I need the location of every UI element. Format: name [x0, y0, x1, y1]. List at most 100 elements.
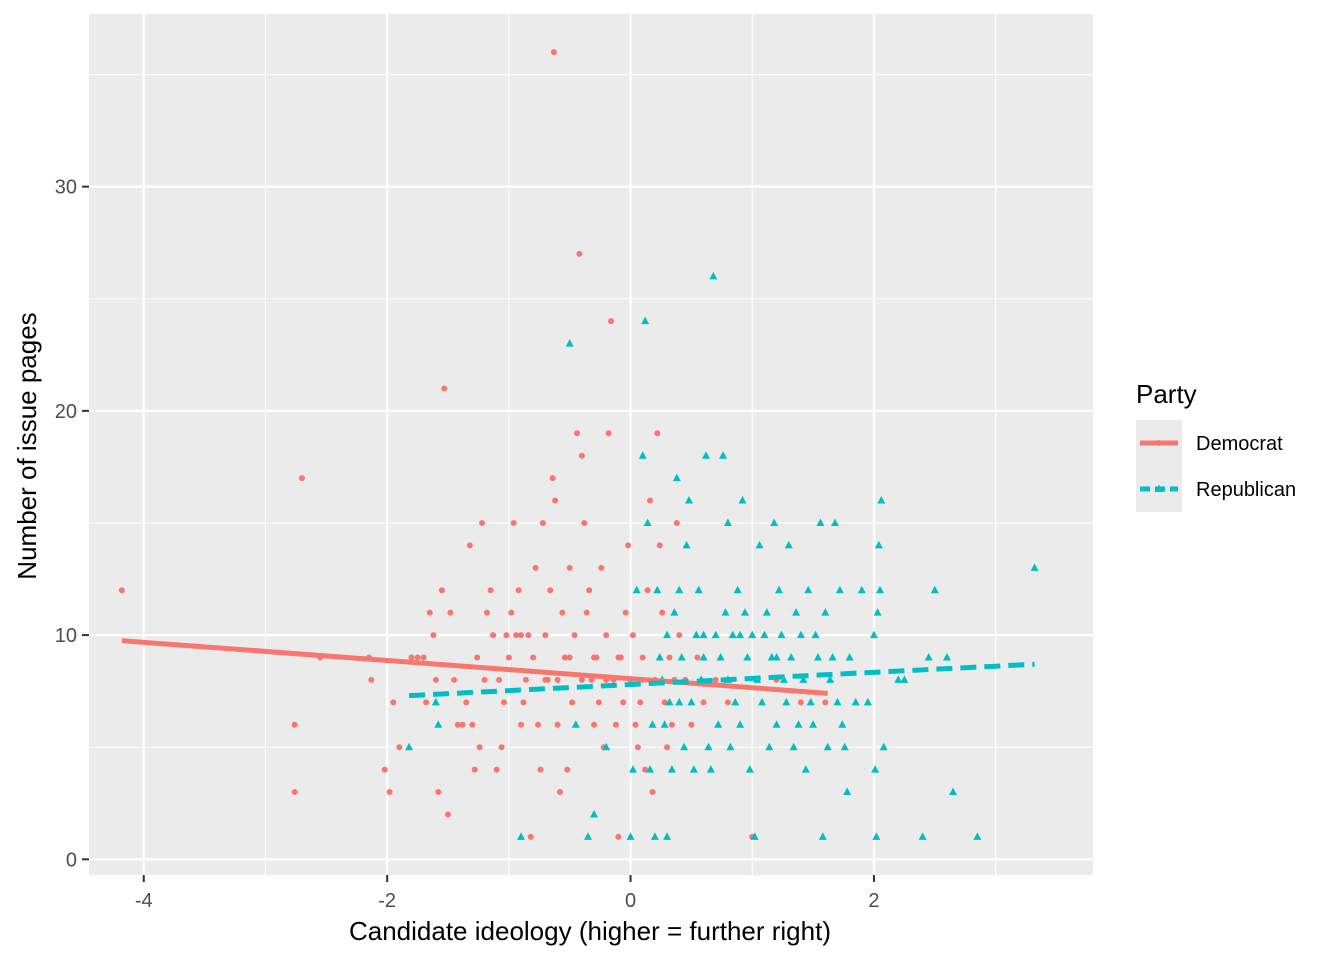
data-point-republican — [772, 720, 781, 728]
data-point-democrat — [661, 699, 668, 706]
data-point-democrat — [459, 721, 466, 728]
data-point-republican — [930, 585, 939, 594]
data-point-democrat — [493, 766, 500, 773]
data-point-republican — [731, 697, 740, 706]
data-point-republican — [762, 608, 771, 616]
data-point-republican — [843, 787, 852, 796]
plot-panel — [89, 14, 1093, 875]
data-point-democrat — [547, 587, 554, 594]
data-point-democrat — [466, 542, 473, 549]
data-point-republican — [804, 585, 813, 594]
y-tick-label: 30 — [55, 177, 77, 199]
data-point-democrat — [591, 654, 598, 661]
data-point-republican — [757, 697, 766, 706]
data-point-democrat — [381, 766, 388, 773]
legend-key-background — [1136, 420, 1182, 512]
data-point-republican — [806, 697, 815, 706]
data-point-republican — [709, 271, 718, 280]
data-point-democrat — [654, 430, 661, 437]
data-point-democrat — [625, 542, 632, 549]
data-point-democrat — [537, 766, 544, 773]
x-axis-label: Candidate ideology (higher = further rig… — [349, 916, 831, 946]
data-point-democrat — [522, 676, 529, 683]
data-point-republican — [813, 653, 822, 661]
data-point-democrat — [700, 699, 707, 706]
data-point-republican — [655, 653, 664, 661]
legend-key-point-democrat — [1156, 440, 1162, 446]
data-point-republican — [638, 451, 647, 459]
x-tick-label: 0 — [625, 890, 636, 912]
data-point-republican — [918, 832, 927, 840]
data-point-democrat — [561, 654, 568, 661]
data-point-democrat — [591, 721, 598, 728]
data-point-republican — [770, 518, 779, 526]
data-point-democrat — [668, 721, 675, 728]
data-point-republican — [894, 675, 903, 683]
data-point-republican — [714, 720, 723, 728]
data-point-republican — [650, 832, 659, 840]
data-point-democrat — [549, 475, 556, 482]
data-point-democrat — [530, 654, 537, 661]
data-point-democrat — [559, 609, 566, 616]
data-point-republican — [660, 720, 669, 728]
data-point-democrat — [586, 587, 593, 594]
trend-line-democrat — [121, 638, 828, 696]
data-point-democrat — [554, 676, 561, 683]
data-point-democrat — [598, 564, 605, 571]
data-point-republican — [743, 653, 752, 661]
data-point-democrat — [518, 632, 525, 639]
data-point-republican — [738, 496, 747, 504]
data-point-republican — [699, 630, 708, 639]
data-point-republican — [706, 765, 715, 773]
data-point-republican — [873, 608, 882, 616]
data-point-republican — [838, 720, 847, 728]
data-point-democrat — [496, 676, 503, 683]
data-point-democrat — [513, 632, 520, 639]
data-point-republican — [723, 518, 732, 526]
data-point-democrat — [525, 632, 532, 639]
data-point-republican — [760, 630, 769, 639]
data-point-democrat — [612, 721, 619, 728]
data-point-republican — [643, 518, 652, 526]
data-point-democrat — [510, 519, 517, 526]
data-point-democrat — [481, 676, 488, 683]
data-point-democrat — [666, 654, 673, 661]
data-point-republican — [663, 630, 672, 639]
data-point-republican — [682, 540, 691, 549]
data-point-republican — [755, 540, 764, 549]
data-point-democrat — [644, 587, 651, 594]
data-point-democrat — [694, 654, 701, 661]
data-point-republican — [828, 653, 837, 661]
legend: Party Democrat Republican — [1136, 379, 1296, 512]
data-point-republican — [736, 630, 745, 639]
data-point-republican — [924, 653, 933, 661]
data-point-republican — [792, 608, 801, 616]
data-point-democrat — [664, 744, 671, 751]
data-point-republican — [646, 765, 655, 773]
data-point-democrat — [588, 676, 595, 683]
data-point-democrat — [576, 250, 583, 257]
data-point-republican — [845, 653, 854, 661]
data-point-democrat — [554, 721, 561, 728]
data-point-republican — [942, 653, 951, 661]
data-point-democrat — [447, 609, 454, 616]
data-point-democrat — [414, 654, 421, 661]
data-point-republican — [667, 765, 676, 773]
data-point-republican — [823, 742, 832, 751]
data-point-republican — [872, 832, 881, 840]
data-point-democrat — [659, 609, 666, 616]
data-point-republican — [871, 765, 880, 773]
legend-label-republican: Republican — [1196, 479, 1296, 501]
data-point-democrat — [505, 654, 512, 661]
trend-line-republican — [408, 661, 1035, 699]
data-point-democrat — [535, 721, 542, 728]
data-point-republican — [794, 720, 803, 728]
data-point-republican — [879, 742, 888, 751]
data-point-democrat — [639, 654, 646, 661]
data-point-democrat — [615, 654, 622, 661]
data-point-democrat — [571, 632, 578, 639]
data-point-republican — [900, 675, 909, 683]
data-point-democrat — [508, 609, 515, 616]
data-point-democrat — [390, 699, 397, 706]
